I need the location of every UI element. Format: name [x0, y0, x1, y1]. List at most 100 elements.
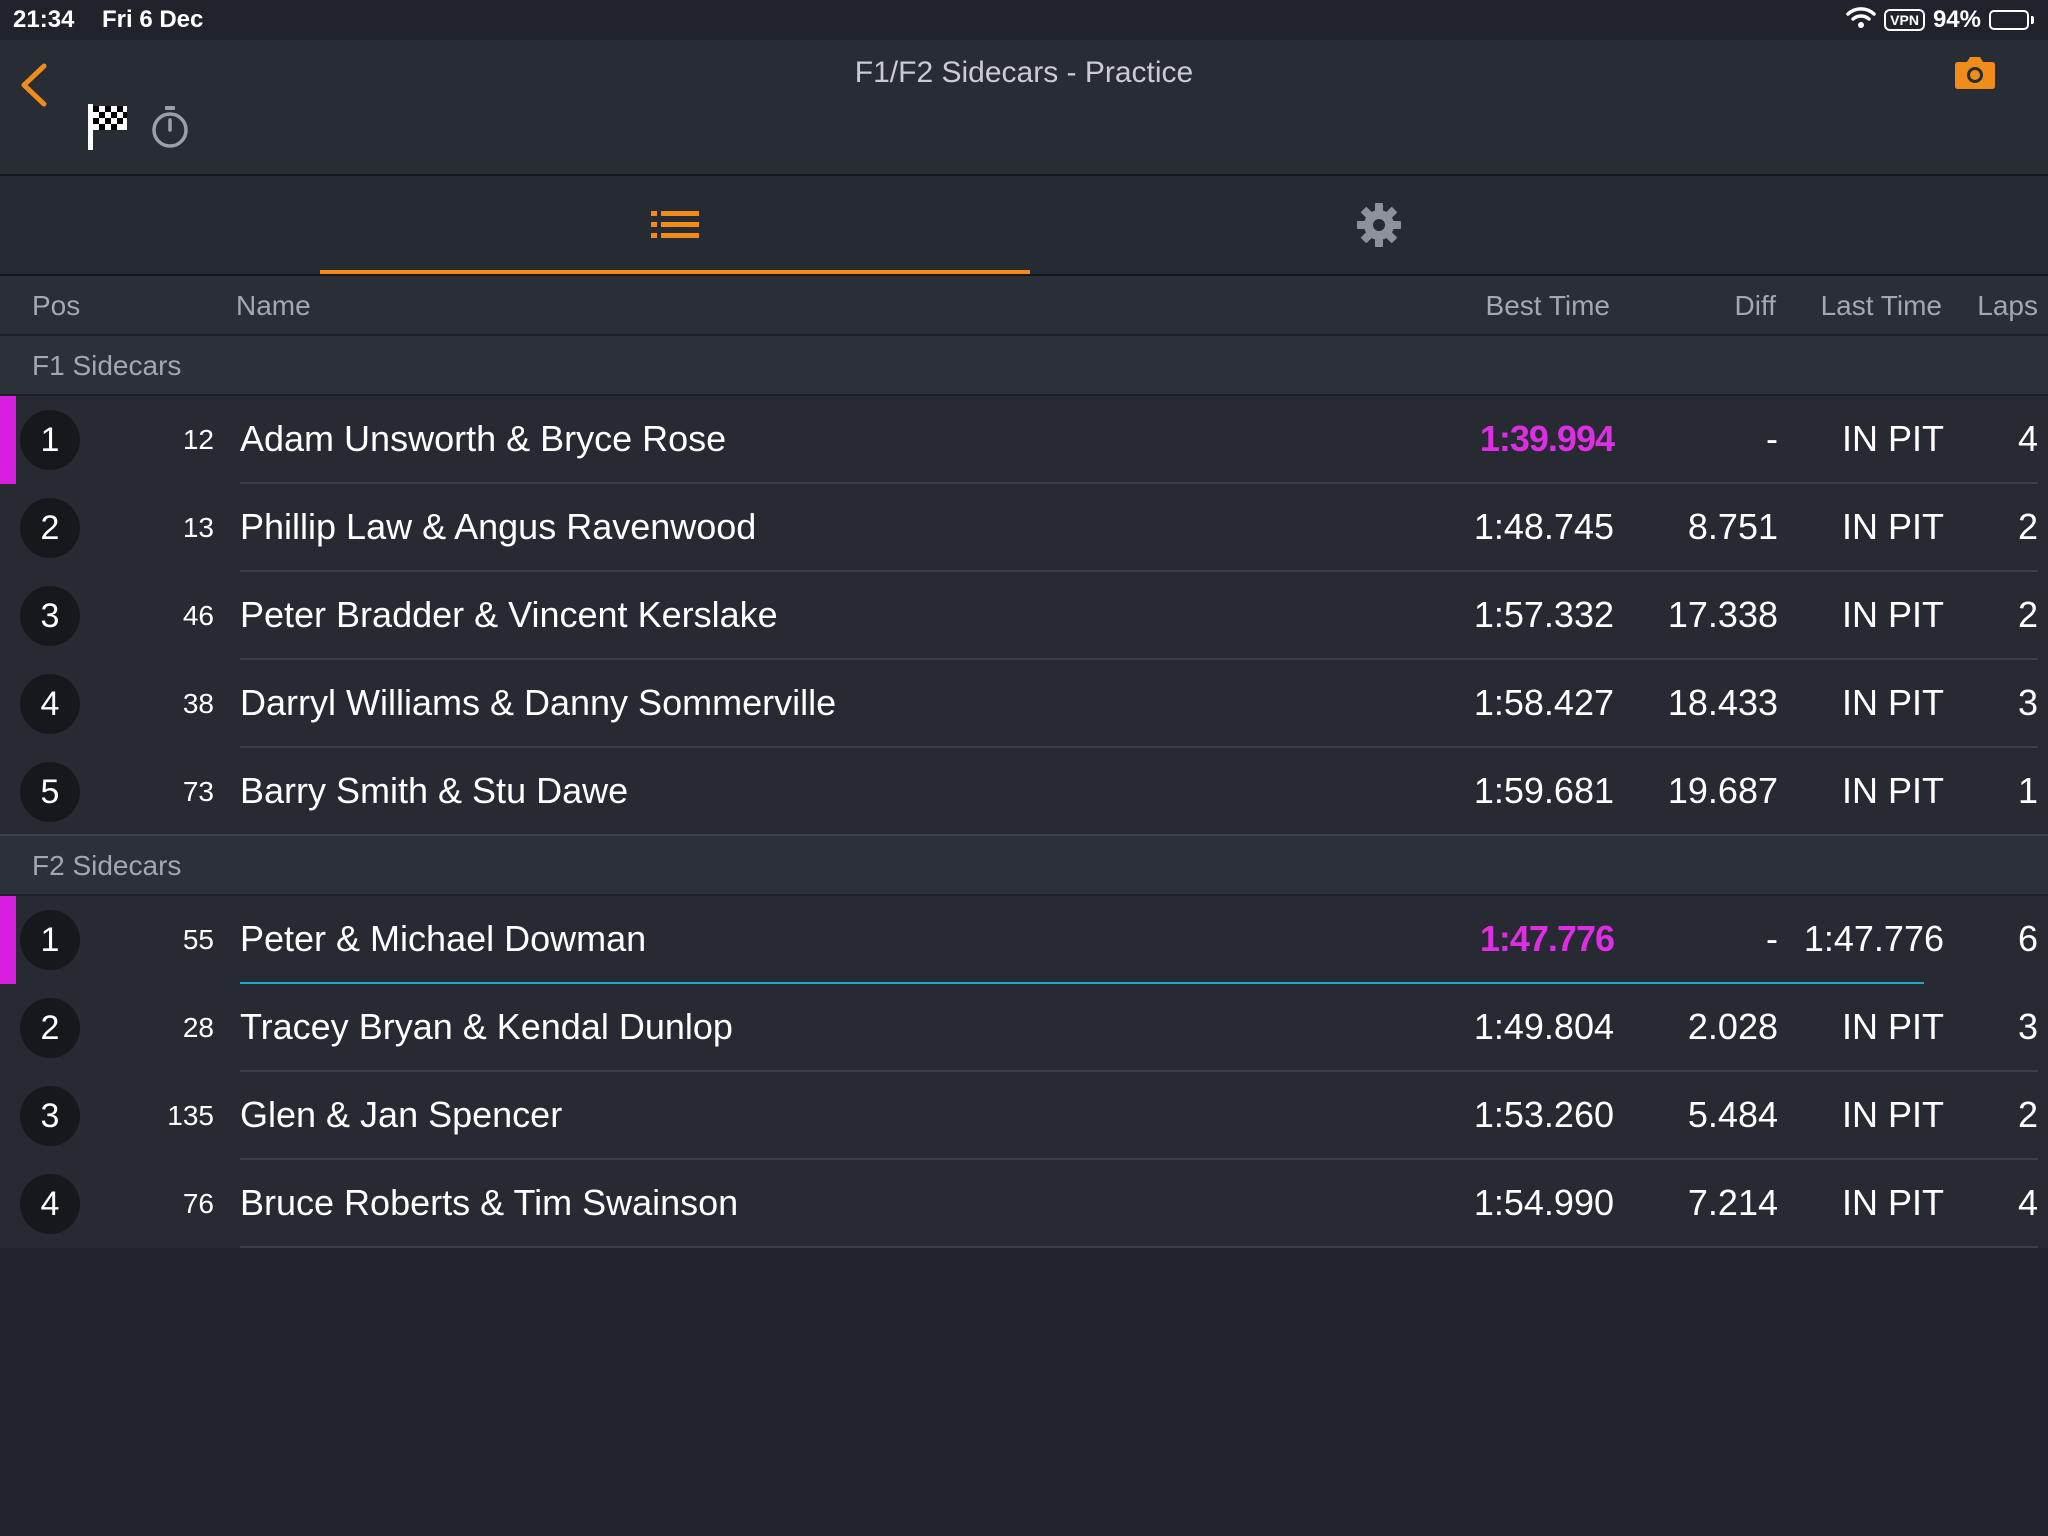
laps: 3	[2017, 682, 2038, 723]
diff: -	[1766, 418, 1778, 459]
laps: 4	[2017, 1182, 2038, 1223]
diff: 18.433	[1667, 682, 1778, 723]
last-time: 1:47.776	[1803, 918, 1944, 959]
col-diff: Diff	[1734, 290, 1777, 321]
laps: 4	[2017, 418, 2038, 459]
camera-icon	[1955, 57, 1995, 89]
rider-name: Bruce Roberts & Tim Swainson	[240, 1182, 739, 1223]
position-badge: 4	[20, 674, 80, 734]
col-last-time: Last Time	[1820, 290, 1942, 321]
last-time: IN PIT	[1841, 682, 1944, 723]
table-row[interactable]: 4 76 Bruce Roberts & Tim Swainson 1:54.9…	[0, 1160, 2048, 1248]
row-divider	[240, 482, 2038, 484]
best-time: 1:48.745	[1473, 506, 1614, 547]
tab-active-indicator	[320, 270, 1030, 274]
laps: 2	[2017, 594, 2038, 635]
col-pos: Pos	[32, 290, 81, 321]
row-divider	[240, 746, 2038, 748]
diff: 7.214	[1687, 1182, 1778, 1223]
wifi-icon	[1846, 6, 1876, 35]
position-badge: 2	[20, 498, 80, 558]
laps: 6	[2017, 918, 2038, 959]
stopwatch-icon[interactable]	[148, 104, 192, 155]
table-row[interactable]: 1 55 Peter & Michael Dowman 1:47.776 - 1…	[0, 896, 2048, 984]
position-badge: 3	[20, 586, 80, 646]
row-divider	[240, 1158, 2038, 1160]
best-time: 1:39.994	[1479, 418, 1615, 459]
battery-icon	[1989, 10, 2034, 30]
rider-name: Tracey Bryan & Kendal Dunlop	[240, 1006, 733, 1047]
group-label: F2 Sidecars	[32, 850, 182, 881]
checkered-flag-icon[interactable]	[86, 102, 130, 157]
laps: 2	[2017, 1094, 2038, 1135]
vpn-badge: VPN	[1884, 9, 1925, 31]
position-badge: 2	[20, 998, 80, 1058]
table-row[interactable]: 3 46 Peter Bradder & Vincent Kerslake 1:…	[0, 572, 2048, 660]
diff: -	[1766, 918, 1778, 959]
back-button[interactable]	[14, 60, 64, 120]
best-time: 1:49.804	[1473, 1006, 1614, 1047]
best-time: 1:59.681	[1473, 770, 1614, 811]
list-icon	[651, 211, 699, 238]
last-time: IN PIT	[1841, 418, 1944, 459]
rider-name: Darryl Williams & Danny Sommerville	[240, 682, 837, 723]
table-row[interactable]: 4 38 Darryl Williams & Danny Sommerville…	[0, 660, 2048, 748]
leader-marker	[0, 896, 16, 984]
status-date: Fri 6 Dec	[102, 6, 204, 33]
tab-bar	[0, 176, 2048, 276]
status-indicators: VPN 94%	[1846, 4, 2034, 36]
race-number: 135	[167, 1100, 214, 1131]
diff: 2.028	[1687, 1006, 1778, 1047]
chevron-left-icon	[21, 63, 47, 107]
last-time: IN PIT	[1841, 1006, 1944, 1047]
lap-progress-line	[240, 982, 1924, 984]
diff: 5.484	[1687, 1094, 1778, 1135]
laps: 3	[2017, 1006, 2038, 1047]
last-time: IN PIT	[1841, 1182, 1944, 1223]
group-header: F2 Sidecars	[0, 836, 2048, 896]
group-label: F1 Sidecars	[32, 350, 182, 381]
best-time: 1:58.427	[1473, 682, 1614, 723]
position-badge: 3	[20, 1086, 80, 1146]
leader-marker	[0, 396, 16, 484]
position-badge: 4	[20, 1174, 80, 1234]
row-divider	[0, 834, 2048, 836]
col-best-time: Best Time	[1485, 290, 1610, 321]
position-badge: 1	[20, 910, 80, 970]
race-number: 38	[182, 688, 214, 719]
tab-settings[interactable]	[1024, 176, 1734, 274]
row-divider	[240, 1070, 2038, 1072]
rider-name: Peter Bradder & Vincent Kerslake	[240, 594, 778, 635]
row-divider	[240, 570, 2038, 572]
laps: 2	[2017, 506, 2038, 547]
race-number: 13	[182, 512, 214, 543]
gear-icon	[1357, 203, 1401, 247]
tab-standings[interactable]	[320, 176, 1030, 274]
best-time: 1:47.776	[1479, 918, 1615, 959]
diff: 17.338	[1667, 594, 1778, 635]
laps: 1	[2017, 770, 2038, 811]
table-row[interactable]: 2 13 Phillip Law & Angus Ravenwood 1:48.…	[0, 484, 2048, 572]
best-time: 1:54.990	[1473, 1182, 1614, 1223]
last-time: IN PIT	[1841, 506, 1944, 547]
rider-name: Adam Unsworth & Bryce Rose	[240, 418, 727, 459]
page-title: F1/F2 Sidecars - Practice	[854, 56, 1194, 89]
race-number: 76	[182, 1188, 214, 1219]
race-number: 28	[182, 1012, 214, 1043]
race-number: 12	[182, 424, 214, 455]
position-badge: 5	[20, 762, 80, 822]
table-header: Pos Name Best Time Diff Last Time Laps	[0, 276, 2048, 336]
position-badge: 1	[20, 410, 80, 470]
diff: 8.751	[1687, 506, 1778, 547]
rider-name: Peter & Michael Dowman	[240, 918, 647, 959]
camera-button[interactable]	[1954, 54, 1996, 95]
battery-percent: 94%	[1932, 6, 1981, 33]
table-row[interactable]: 3 135 Glen & Jan Spencer 1:53.260 5.484 …	[0, 1072, 2048, 1160]
rider-name: Phillip Law & Angus Ravenwood	[240, 506, 757, 547]
table-row[interactable]: 5 73 Barry Smith & Stu Dawe 1:59.681 19.…	[0, 748, 2048, 836]
group-header: F1 Sidecars	[0, 336, 2048, 396]
table-row[interactable]: 2 28 Tracey Bryan & Kendal Dunlop 1:49.8…	[0, 984, 2048, 1072]
last-time: IN PIT	[1841, 1094, 1944, 1135]
table-row[interactable]: 1 12 Adam Unsworth & Bryce Rose 1:39.994…	[0, 396, 2048, 484]
nav-bar: F1/F2 Sidecars - Practice	[0, 40, 2048, 176]
